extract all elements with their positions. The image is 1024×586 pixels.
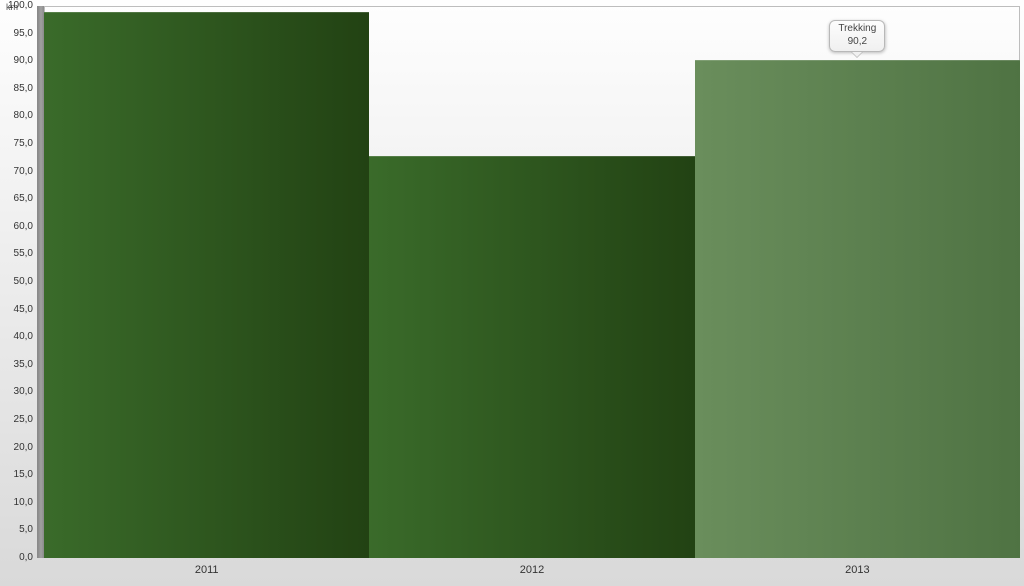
y-tick-label: 65,0	[3, 193, 33, 204]
y-tick-label: 80,0	[3, 110, 33, 121]
tooltip: Trekking90,2	[829, 20, 885, 52]
y-tick-label: 95,0	[3, 28, 33, 39]
y-tick-label: 70,0	[3, 166, 33, 177]
y-tick-label: 45,0	[3, 304, 33, 315]
distance-bar-chart: km 0,05,010,015,020,025,030,035,040,045,…	[0, 0, 1024, 586]
y-tick-label: 0,0	[3, 552, 33, 563]
y-tick-label: 30,0	[3, 386, 33, 397]
bar-2011[interactable]	[44, 12, 369, 558]
y-tick-label: 25,0	[3, 414, 33, 425]
y-tick-label: 50,0	[3, 276, 33, 287]
y-tick-label: 10,0	[3, 497, 33, 508]
y-tick-label: 20,0	[3, 442, 33, 453]
y-tick-label: 35,0	[3, 359, 33, 370]
y-tick-label: 40,0	[3, 331, 33, 342]
bar-2013[interactable]	[695, 60, 1020, 558]
x-tick-label: 2013	[845, 564, 869, 576]
tooltip-title: Trekking	[838, 23, 876, 36]
y-tick-label: 55,0	[3, 248, 33, 259]
y-tick-label: 5,0	[3, 524, 33, 535]
tooltip-value: 90,2	[838, 36, 876, 49]
y-tick-label: 15,0	[3, 469, 33, 480]
y-tick-label: 60,0	[3, 221, 33, 232]
x-tick-label: 2012	[520, 564, 544, 576]
y-tick-label: 75,0	[3, 138, 33, 149]
y-tick-label: 90,0	[3, 55, 33, 66]
plot-area[interactable]	[44, 6, 1020, 558]
x-tick-label: 2011	[195, 564, 219, 576]
y-tick-label: 100,0	[3, 0, 33, 11]
y-tick-label: 85,0	[3, 83, 33, 94]
bar-2012[interactable]	[369, 156, 694, 558]
y-axis-band	[37, 6, 44, 558]
